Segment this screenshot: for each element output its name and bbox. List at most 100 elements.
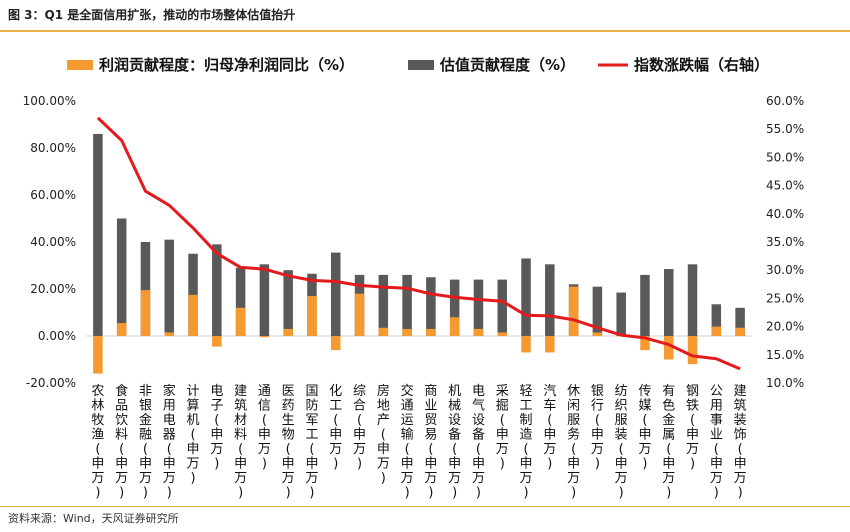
category-label: 综合(申万)	[353, 384, 366, 472]
valuation-bar	[378, 274, 389, 336]
profit-bar	[664, 336, 674, 360]
valuation-bar	[164, 239, 174, 336]
right-tick-label: 15.0%	[766, 348, 804, 362]
valuation-bar	[283, 270, 293, 336]
profit-bar	[497, 332, 507, 336]
legend-label-valuation: 估值贡献程度（%）	[439, 56, 575, 74]
left-tick-label: -20.00%	[26, 376, 76, 390]
category-label: 医药生物(申万)	[282, 384, 295, 501]
profit-bar	[378, 327, 389, 336]
category-label: 轻工制造(申万)	[520, 384, 533, 501]
profit-bar	[402, 328, 412, 336]
valuation-bar	[235, 267, 246, 336]
category-label: 汽车(申万)	[543, 384, 556, 472]
profit-bar	[116, 323, 127, 336]
category-label: 电气设备(申万)	[472, 384, 485, 501]
profit-bar	[331, 336, 341, 351]
profit-bar	[212, 336, 222, 347]
category-label: 房地产(申万)	[377, 383, 390, 486]
profit-bar	[93, 336, 103, 374]
valuation-bar	[116, 218, 127, 336]
profit-bar	[283, 328, 293, 336]
bar-series	[93, 133, 745, 374]
valuation-bar	[545, 264, 555, 336]
valuation-bar	[449, 279, 460, 336]
category-label: 公用事业(申万)	[710, 384, 723, 501]
valuation-bar	[687, 264, 698, 336]
left-tick-label: 100.00%	[23, 94, 76, 108]
line-series	[96, 116, 741, 371]
valuation-bar	[331, 252, 341, 336]
category-label: 食品饮料(申万)	[115, 383, 128, 501]
profit-bar	[426, 328, 436, 336]
category-label: 银行(申万)	[591, 384, 604, 472]
source-note: 资料来源：Wind，天风证券研究所	[8, 512, 179, 525]
valuation-bar	[592, 286, 603, 336]
left-tick-label: 80.00%	[30, 141, 76, 155]
profit-bar	[592, 332, 603, 336]
right-axis: 60.0% 55.0% 50.0% 45.0% 40.0% 35.0% 30.0% 25.0%…	[766, 94, 804, 390]
profit-bar	[188, 294, 198, 336]
right-tick-label: 35.0%	[766, 235, 804, 249]
footer-divider	[0, 506, 850, 507]
category-label: 有色金属(申万)	[662, 384, 675, 501]
right-tick-label: 60.0%	[766, 94, 804, 108]
left-tick-label: 0.00%	[38, 329, 76, 343]
category-label: 钢铁(申万)	[686, 384, 699, 472]
profit-bar	[164, 332, 174, 336]
title-divider	[0, 30, 850, 32]
category-labels: 农林牧渔(申万) 食品饮料(申万) 非银金融(申万) 家用电器(申万) 计算机(申万) 电…	[91, 383, 746, 501]
profit-bar	[521, 336, 531, 353]
valuation-bar	[711, 304, 722, 336]
profit-bar	[711, 326, 722, 336]
right-tick-label: 20.0%	[766, 320, 804, 334]
category-label: 传媒(申万)	[638, 384, 651, 472]
right-tick-label: 40.0%	[766, 207, 804, 221]
valuation-bar	[664, 269, 674, 336]
valuation-bar	[212, 244, 222, 336]
profit-bar	[687, 336, 698, 365]
category-label: 家用电器(申万)	[163, 383, 176, 501]
chart-area: 利润贡献程度：归母净利润同比（%） 估值贡献程度（%） 指数涨跌幅（右轴） 10…	[23, 56, 805, 501]
valuation-bar	[259, 264, 270, 336]
profit-bar	[354, 293, 365, 336]
left-tick-label: 60.00%	[30, 188, 76, 202]
profit-bar	[545, 336, 555, 353]
valuation-bar	[521, 258, 531, 336]
profit-bar	[473, 328, 484, 336]
left-axis: 100.00% 80.00% 60.00% 40.00% 20.00% 0.00% -20.…	[23, 94, 76, 390]
left-tick-label: 40.00%	[30, 235, 76, 249]
legend-label-line: 指数涨跌幅（右轴）	[634, 56, 769, 74]
profit-bar	[568, 286, 579, 336]
figure-title: 图 3：Q1 是全面信用扩张，推动的市场整体估值抬升	[8, 8, 296, 22]
index-change-line	[96, 116, 741, 371]
profit-bar	[235, 307, 246, 336]
valuation-bar	[616, 292, 626, 336]
category-label: 采掘(申万)	[496, 384, 509, 472]
category-label: 休闲服务(申万)	[567, 384, 580, 501]
valuation-bar	[140, 242, 151, 336]
valuation-bar	[473, 279, 484, 336]
valuation-bar	[402, 274, 412, 336]
right-tick-label: 45.0%	[766, 179, 804, 193]
category-label: 非银金融(申万)	[139, 384, 152, 501]
category-label: 建筑材料(申万)	[234, 384, 247, 501]
right-tick-label: 50.0%	[766, 150, 804, 164]
legend-swatch-profit	[67, 60, 93, 70]
valuation-bar	[426, 277, 436, 336]
right-tick-label: 10.0%	[766, 376, 804, 390]
right-tick-label: 25.0%	[766, 291, 804, 305]
category-label: 电子(申万)	[210, 384, 223, 472]
profit-bar	[307, 296, 317, 336]
category-label: 国防军工(申万)	[305, 384, 318, 501]
profit-bar	[640, 336, 650, 351]
legend-label-profit: 利润贡献程度：归母净利润同比（%）	[99, 56, 354, 74]
valuation-bar	[640, 274, 650, 336]
right-tick-label: 55.0%	[766, 122, 804, 136]
valuation-bar	[735, 307, 745, 336]
right-tick-label: 30.0%	[766, 263, 804, 277]
profit-bar	[449, 317, 460, 336]
valuation-bar	[93, 133, 103, 336]
category-label: 商业贸易(申万)	[424, 384, 437, 501]
left-tick-label: 20.00%	[30, 282, 76, 296]
